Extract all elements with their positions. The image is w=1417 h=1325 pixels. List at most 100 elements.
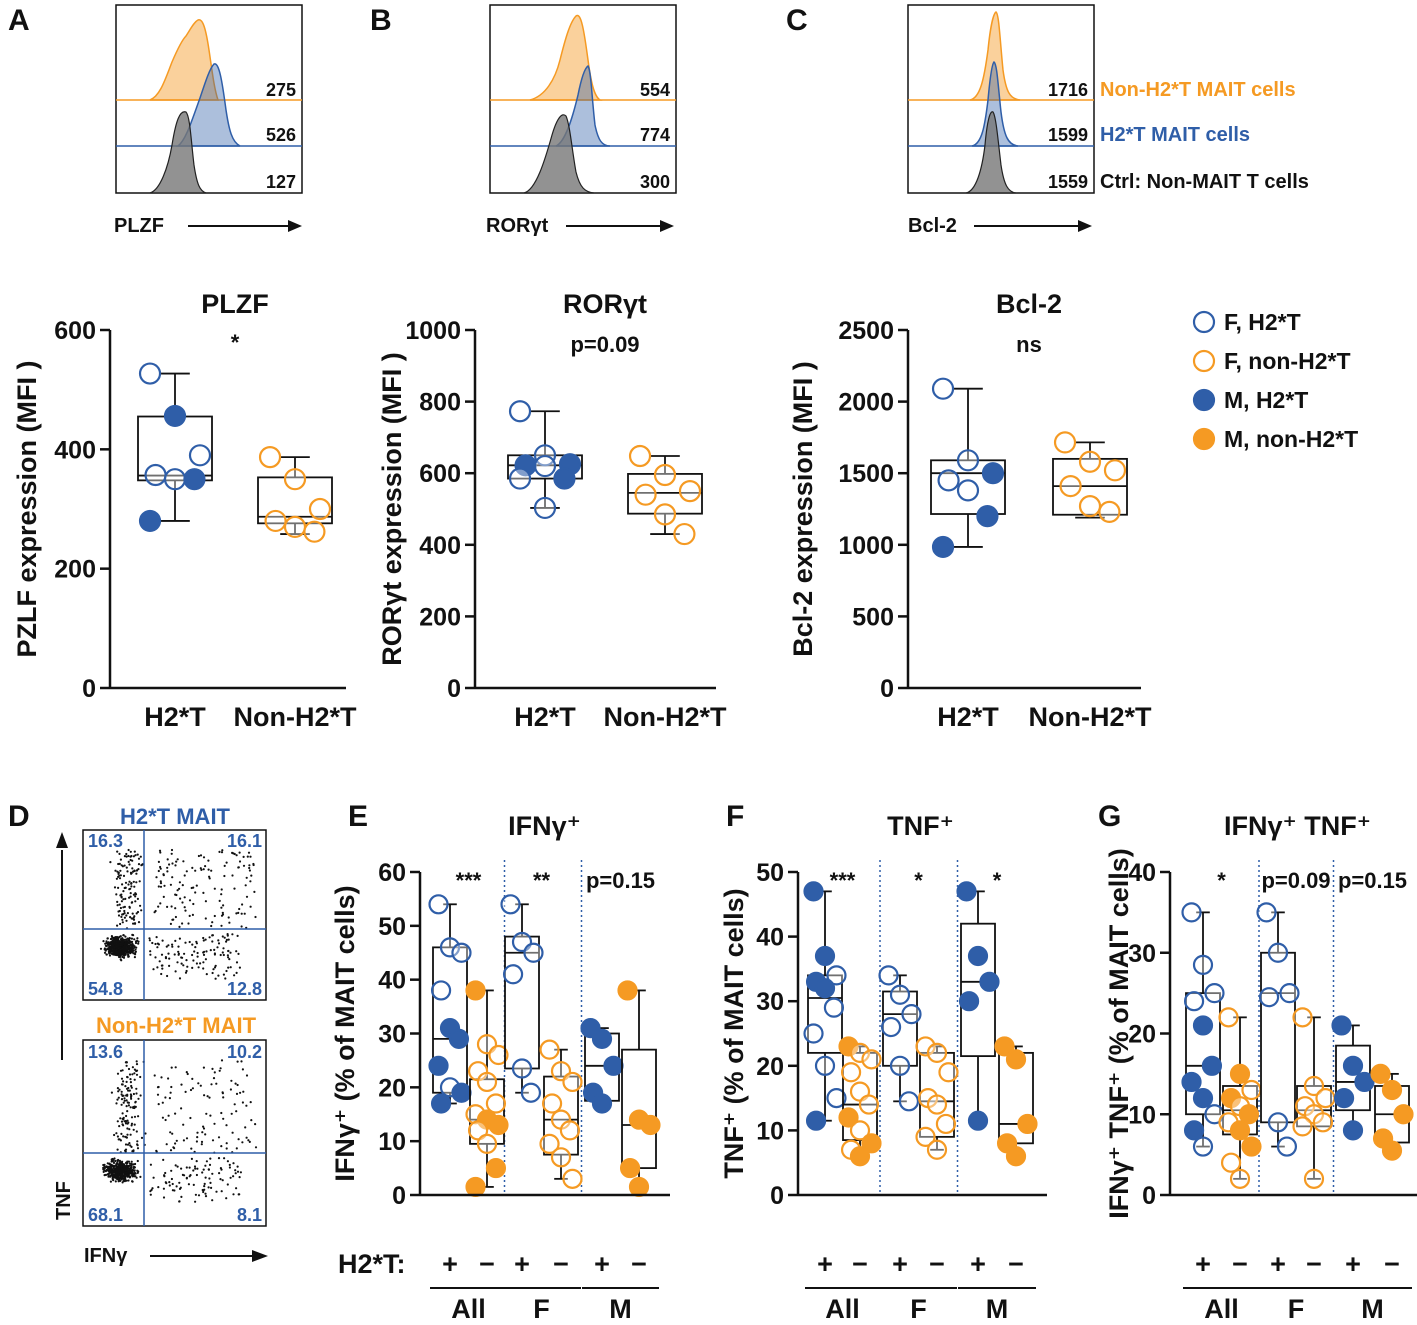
flow-event-dot (232, 1175, 235, 1178)
flow-event-dot (176, 889, 179, 892)
flow-event-dot (234, 1169, 237, 1172)
flow-event-dot (236, 1060, 239, 1063)
data-point (1393, 1104, 1414, 1125)
flow-event-dot (126, 1076, 129, 1079)
data-point (1238, 1104, 1260, 1125)
data-point (539, 1133, 560, 1154)
flow-event-dot (191, 953, 194, 957)
box-group-m-pos (1331, 1015, 1375, 1141)
flow-event-dot (209, 1157, 212, 1160)
flow-event-dot (185, 1071, 188, 1074)
flow-event-dot (108, 1175, 111, 1178)
flow-event-dot (246, 855, 249, 858)
histogram-value-orange: 275 (266, 80, 296, 100)
flow-event-dot (220, 888, 223, 891)
data-point (308, 497, 332, 521)
data-point (878, 965, 899, 986)
flow-event-dot (136, 1144, 139, 1147)
flow-event-dot (202, 1127, 206, 1130)
flow-event-dot (222, 1096, 225, 1099)
flow-event-dot (221, 913, 225, 916)
data-point (1192, 1015, 1214, 1036)
flow-event-dot (125, 1105, 128, 1108)
flow-event-dot (221, 911, 224, 914)
flow-event-dot (210, 1083, 213, 1086)
flow-event-dot (128, 888, 131, 891)
flow-event-dot (119, 935, 122, 938)
flow-event-dot (127, 883, 130, 886)
flow-event-dot (242, 864, 246, 867)
box-iqr (930, 459, 1006, 515)
significance-label: p=0.15 (1338, 868, 1407, 893)
flow-event-dot (125, 852, 128, 856)
flow-event-dot (203, 1185, 206, 1188)
flow-event-dot (225, 969, 228, 973)
x-category-label: H2*T (514, 702, 576, 732)
data-point (976, 505, 999, 528)
data-point (673, 522, 696, 546)
quadrant-value-bottom-right: 12.8 (227, 979, 262, 999)
flow-event-dot (123, 1099, 126, 1102)
quadrant-value-top-right: 16.1 (227, 831, 262, 851)
flow-event-dot (178, 1200, 181, 1203)
flow-event-dot (132, 922, 135, 925)
histogram-value-blue: 1599 (1048, 125, 1088, 145)
data-point (814, 978, 836, 999)
flow-event-dot (200, 868, 203, 872)
flow-event-dot (220, 851, 224, 854)
flow-event-dot (130, 1116, 134, 1119)
flow-event-dot (117, 947, 120, 950)
flow-event-dot (254, 915, 257, 919)
flow-event-dot (105, 1166, 108, 1169)
flow-event-dot (136, 853, 139, 856)
data-point (915, 1126, 936, 1147)
flow-event-dot (247, 851, 251, 854)
flow-event-dot (209, 1114, 212, 1117)
flow-event-dot (189, 1174, 192, 1177)
flow-event-dot (110, 935, 113, 938)
flow-event-dot (120, 1132, 123, 1135)
flow-event-dot (194, 869, 197, 872)
flow-event-dot (217, 1157, 221, 1160)
flow-event-dot (155, 876, 158, 879)
flow-event-dot (106, 1162, 109, 1165)
flow-event-dot (244, 1126, 247, 1129)
flow-event-dot (188, 914, 191, 918)
boxplot-panel-B: RORγt 0 200 400 600 800 1000 RORγt expression (… (377, 289, 727, 732)
flow-event-dot (133, 938, 136, 941)
flow-event-dot (120, 900, 123, 903)
flow-event-dot (196, 1136, 199, 1139)
y-tick-label: 200 (54, 556, 96, 584)
flow-event-dot (128, 1162, 131, 1165)
h2t-sign-label: + (1195, 1249, 1211, 1279)
flow-event-dot (128, 1170, 131, 1173)
flow-event-dot (170, 1066, 173, 1069)
flow-event-dot (159, 867, 162, 870)
h2t-sign-label: + (594, 1249, 610, 1279)
flow-event-dot (220, 924, 223, 927)
histogram-axis-label: PLZF (114, 215, 164, 237)
flow-event-dot (185, 1137, 189, 1140)
flow-event-dot (202, 939, 205, 942)
flow-event-dot (227, 956, 230, 959)
flow-event-dot (153, 1074, 156, 1077)
flow-event-dot (137, 868, 140, 871)
y-axis-label: IFNγ⁺ TNF⁺ (% of MAIT cells) (1104, 848, 1134, 1219)
flow-event-dot (218, 1069, 221, 1072)
flow-dots-h2t (99, 848, 257, 980)
box-group-m-neg (617, 980, 661, 1198)
histogram-value-orange: 1716 (1048, 80, 1088, 100)
flow-event-dot (174, 1164, 177, 1167)
flow-event-dot (235, 854, 238, 857)
flow-event-dot (123, 1173, 126, 1176)
flow-event-dot (180, 1195, 183, 1198)
flow-event-dot (117, 1158, 120, 1162)
flow-event-dot (213, 914, 216, 918)
flow-event-dot (207, 859, 210, 862)
data-point (144, 463, 167, 487)
flow-event-dot (134, 941, 138, 945)
flow-event-dot (231, 933, 234, 936)
y-tick-label: 20 (756, 1053, 784, 1081)
legend-label: F, H2*T (1224, 309, 1301, 335)
data-point (1201, 1055, 1223, 1076)
